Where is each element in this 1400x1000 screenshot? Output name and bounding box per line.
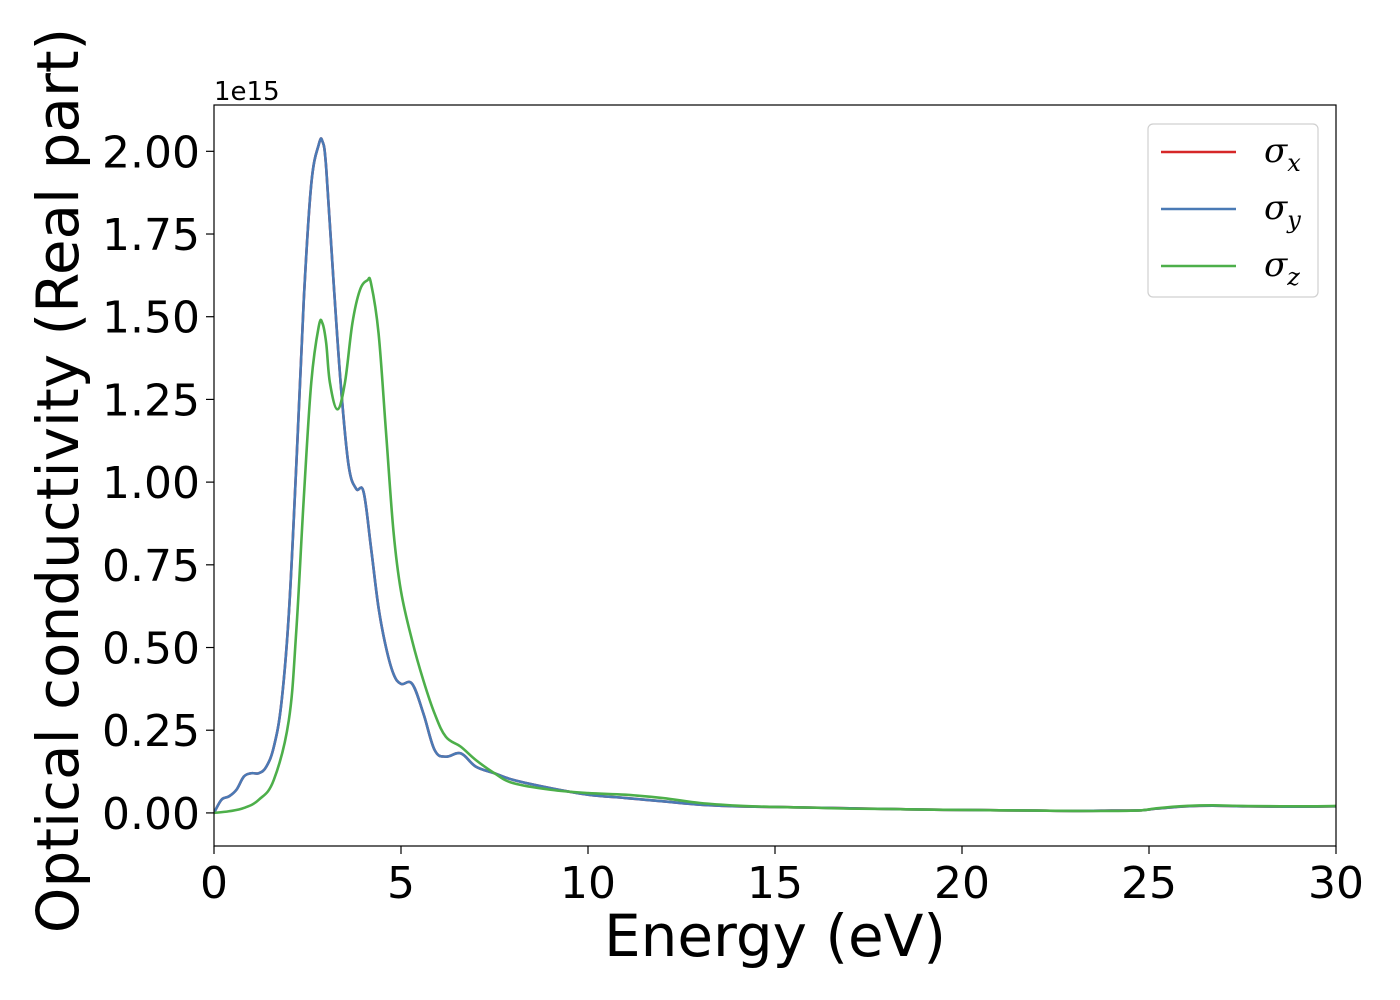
x-tick-label: 0 [200, 858, 228, 909]
y-tick-label: 0.50 [102, 624, 200, 675]
y-axis-offset-text: 1e15 [214, 77, 280, 107]
x-axis-ticks: 0 5 10 15 20 25 30 [200, 846, 1364, 909]
legend-label-y: σy [1264, 188, 1301, 234]
y-axis-label: Optical conductivity (Real part) [24, 28, 92, 933]
series-line-z [214, 276, 1336, 815]
y-tick-label: 1.75 [102, 210, 200, 261]
x-tick-label: 15 [747, 858, 803, 909]
legend: σx σy σz [1147, 123, 1319, 298]
y-tick-label: 0.25 [102, 706, 200, 757]
series-layer [214, 137, 1336, 815]
y-tick-label: 1.25 [102, 375, 200, 426]
y-axis-ticks: 0.00 0.25 0.50 0.75 1.00 1.25 1.50 1.75 2.00 [102, 127, 214, 840]
legend-box [1147, 123, 1319, 298]
x-axis-label: Energy (eV) [604, 902, 946, 970]
x-tick-label: 10 [560, 858, 616, 909]
legend-label-z: σz [1264, 245, 1300, 291]
x-tick-label: 5 [387, 858, 415, 909]
y-tick-label: 1.50 [102, 293, 200, 344]
x-tick-label: 25 [1121, 858, 1177, 909]
y-tick-label: 0.00 [102, 789, 200, 840]
x-tick-label: 30 [1308, 858, 1364, 909]
y-tick-label: 2.00 [102, 127, 200, 178]
y-tick-label: 1.00 [102, 458, 200, 509]
y-tick-label: 0.75 [102, 541, 200, 592]
legend-label-x: σx [1264, 131, 1301, 177]
x-tick-label: 20 [934, 858, 990, 909]
